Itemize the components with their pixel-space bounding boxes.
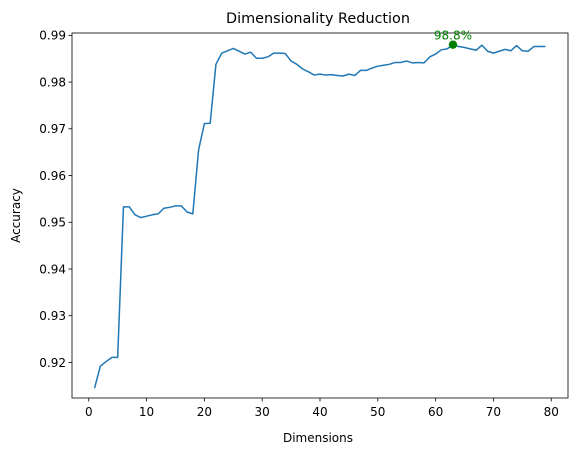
x-axis: 0 10 20 30 40 50 60 70 80 xyxy=(85,398,559,419)
x-tick-label: 80 xyxy=(544,405,559,419)
y-tick-label: 0.95 xyxy=(39,216,66,230)
x-tick-label: 70 xyxy=(486,405,501,419)
y-tick-label: 0.99 xyxy=(39,29,66,43)
x-tick-label: 40 xyxy=(312,405,327,419)
x-tick-label: 20 xyxy=(197,405,212,419)
x-tick-label: 10 xyxy=(139,405,154,419)
y-tick-label: 0.93 xyxy=(39,309,66,323)
y-tick-label: 0.98 xyxy=(39,75,66,89)
x-tick-label: 60 xyxy=(428,405,443,419)
y-axis-label: Accuracy xyxy=(9,188,23,243)
y-tick-label: 0.97 xyxy=(39,122,66,136)
chart-title: Dimensionality Reduction xyxy=(226,11,410,27)
x-tick-label: 50 xyxy=(370,405,385,419)
y-tick-label: 0.94 xyxy=(39,262,66,276)
x-tick-label: 30 xyxy=(255,405,270,419)
x-axis-label: Dimensions xyxy=(283,431,353,445)
series-line-0 xyxy=(93,43,546,389)
annotation-label: 98.8% xyxy=(434,29,472,43)
x-tick-label: 0 xyxy=(85,405,93,419)
annotation-marker xyxy=(448,40,458,49)
y-axis: 0.92 0.93 0.94 0.95 0.96 0.97 0.98 0.99 xyxy=(39,29,72,370)
y-tick-label: 0.96 xyxy=(39,169,66,183)
annotation: 98.8% xyxy=(434,29,472,49)
plot-area xyxy=(93,43,546,389)
y-tick-label: 0.92 xyxy=(39,356,66,370)
